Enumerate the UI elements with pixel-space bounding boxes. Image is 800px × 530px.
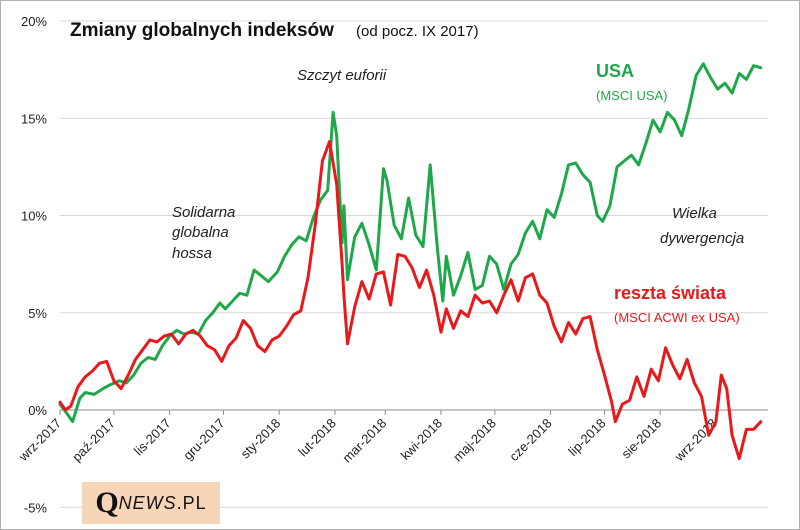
x-tick-label: lis-2017 bbox=[131, 416, 174, 459]
logo-pl: .PL bbox=[176, 492, 207, 513]
logo-news: NEWS bbox=[118, 492, 177, 513]
annotation-hossa-line-1: Solidarna bbox=[172, 204, 235, 221]
x-tick-label: cze-2018 bbox=[506, 416, 554, 464]
chart-subtitle: (od pocz. IX 2017) bbox=[356, 23, 479, 40]
series-line-world bbox=[58, 140, 763, 461]
y-tick-label: 15% bbox=[21, 111, 47, 126]
legend-world-name: reszta świata bbox=[614, 283, 727, 303]
y-tick-label: -5% bbox=[24, 500, 48, 515]
logo-q: Q bbox=[95, 486, 119, 519]
annotation-euphoria: Szczyt euforii bbox=[297, 67, 387, 84]
qnews-logo: Q NEWS .PL bbox=[82, 482, 220, 524]
y-axis-ticks: -5% 0% 5% 10% 15% 20% bbox=[21, 14, 47, 515]
legend-usa-name: USA bbox=[596, 61, 634, 81]
x-tick-label: wrz-2018 bbox=[671, 416, 720, 465]
x-tick-label: lut-2018 bbox=[295, 416, 339, 460]
x-tick-label: sty-2018 bbox=[237, 416, 283, 462]
chart-title: Zmiany globalnych indeksów bbox=[70, 20, 334, 41]
x-tick-label: paź-2017 bbox=[69, 416, 118, 465]
x-tick-label: gru-2017 bbox=[180, 416, 227, 463]
annotation-hossa-line-2: globalna bbox=[172, 224, 229, 241]
series-line-usa bbox=[58, 62, 763, 424]
x-tick-label: kwi-2018 bbox=[398, 416, 445, 463]
x-tick-label: sie-2018 bbox=[618, 416, 664, 462]
y-tick-label: 20% bbox=[21, 14, 47, 29]
legend-usa-sub: (MSCI USA) bbox=[596, 88, 668, 103]
annotation-hossa-line-3: hossa bbox=[172, 245, 212, 262]
annotation-divergence-line-2: dywergencja bbox=[660, 230, 744, 247]
series-lines bbox=[58, 62, 763, 461]
y-tick-label: 10% bbox=[21, 209, 47, 224]
x-tick-label: wrz-2017 bbox=[15, 416, 64, 465]
x-tick-label: mar-2018 bbox=[339, 416, 389, 466]
x-tick-label: maj-2018 bbox=[450, 416, 499, 465]
y-tick-label: 0% bbox=[28, 403, 47, 418]
x-tick-label: lip-2018 bbox=[565, 416, 608, 459]
y-tick-label: 5% bbox=[28, 306, 47, 321]
annotation-divergence-line-1: Wielka bbox=[672, 205, 717, 222]
legend-world-sub: (MSCI ACWI ex USA) bbox=[614, 310, 740, 325]
